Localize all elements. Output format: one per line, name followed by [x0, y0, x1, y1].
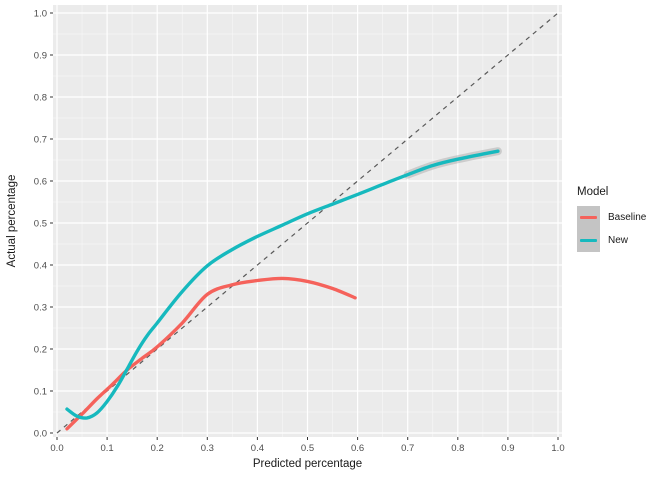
- major-gridlines: [53, 5, 562, 437]
- y-tick-label: 0.3: [34, 303, 47, 314]
- x-tick-label: 0.2: [151, 443, 164, 454]
- identity-reference-line: [56, 12, 559, 434]
- baseline-curve: [65, 276, 357, 431]
- y-tick-label: 0.6: [34, 177, 47, 188]
- y-tick-label: 0.5: [34, 219, 47, 230]
- x-tick-label: 0.6: [351, 443, 364, 454]
- legend-label-new: New: [608, 235, 629, 246]
- legend-entry-baseline: Baseline: [577, 206, 671, 229]
- legend-label-baseline: Baseline: [608, 212, 647, 223]
- legend-title: Model: [577, 186, 609, 198]
- x-tick-label: 1.0: [551, 443, 564, 454]
- y-tick-label: 0.4: [34, 261, 47, 272]
- legend-entry-new: New: [577, 229, 671, 252]
- new-key-swatch: [577, 229, 600, 252]
- legend-keys: Baseline New: [577, 206, 671, 252]
- baseline-key-line: [580, 215, 597, 220]
- new-curve: [65, 149, 500, 420]
- x-tick-label: 0.7: [401, 443, 414, 454]
- x-tick-label: 0.4: [251, 443, 264, 454]
- y-tick-label: 1.0: [34, 9, 47, 20]
- y-tick-label: 0.2: [34, 345, 47, 356]
- new-key-line: [580, 238, 597, 243]
- x-tick-label: 0.0: [50, 443, 63, 454]
- y-tick-labels: 0.0 0.1 0.2 0.3 0.4 0.5 0.6 0.7 0.8 0.9 1.0: [34, 9, 47, 440]
- y-axis-title: Actual percentage: [6, 175, 18, 268]
- x-tick-label: 0.1: [100, 443, 113, 454]
- y-tick-label: 0.0: [34, 429, 47, 440]
- y-tick-label: 0.8: [34, 93, 47, 104]
- axis-ticks: [50, 12, 559, 440]
- baseline-key-swatch: [577, 206, 600, 229]
- y-tick-label: 0.9: [34, 51, 47, 62]
- x-tick-labels: 0.0 0.1 0.2 0.3 0.4 0.5 0.6 0.7 0.8 0.9 1.0: [50, 443, 564, 454]
- legend: Model Baseline New: [577, 186, 671, 252]
- x-axis-title: Predicted percentage: [253, 458, 362, 470]
- y-tick-label: 0.1: [34, 387, 47, 398]
- x-tick-label: 0.8: [451, 443, 464, 454]
- x-tick-label: 0.3: [201, 443, 214, 454]
- x-tick-label: 0.5: [301, 443, 314, 454]
- y-tick-label: 0.7: [34, 135, 47, 146]
- x-tick-label: 0.9: [501, 443, 514, 454]
